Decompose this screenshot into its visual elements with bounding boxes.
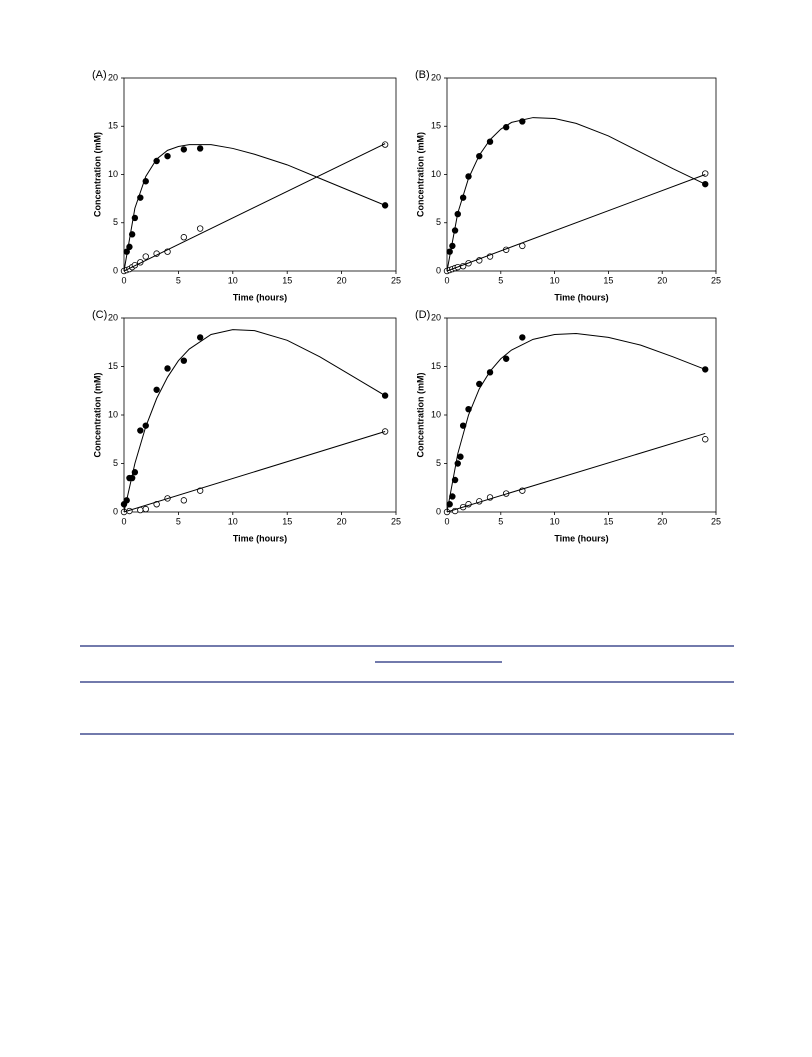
x-tick-label: 20 <box>337 516 347 526</box>
plot-frame <box>123 77 397 272</box>
filled-point <box>196 334 204 341</box>
y-tick-label: 0 <box>113 506 118 516</box>
x-tick-label: 15 <box>603 275 613 285</box>
x-tick-label: 25 <box>391 516 401 526</box>
filled-point <box>519 334 526 341</box>
x-tick-label: 25 <box>711 275 721 285</box>
fit-line <box>446 117 706 272</box>
fit-line <box>123 431 386 513</box>
y-axis-label: Concentration (mM) <box>415 132 425 217</box>
plot-frame <box>123 317 397 513</box>
x-tick-label: 20 <box>337 275 347 285</box>
open-point <box>443 508 451 516</box>
filled-point <box>164 365 171 372</box>
x-tick-label: 5 <box>498 275 503 285</box>
y-tick-label: 5 <box>436 217 441 227</box>
y-tick-label: 10 <box>431 169 441 179</box>
y-tick-label: 5 <box>113 458 118 468</box>
x-axis-label: Time (hours) <box>554 292 608 302</box>
filled-point <box>164 152 171 160</box>
filled-point <box>180 146 188 153</box>
plot-frame <box>446 77 717 272</box>
open-point <box>196 225 204 232</box>
y-tick-label: 20 <box>108 312 118 322</box>
y-tick-label: 20 <box>431 72 441 82</box>
filled-point <box>457 453 464 460</box>
filled-point <box>381 392 389 399</box>
y-axis-label: Concentration (mM) <box>92 132 102 217</box>
x-tick-label: 20 <box>657 516 667 526</box>
panel-label: (B) <box>415 69 430 81</box>
y-tick-label: 10 <box>108 409 118 419</box>
x-tick-label: 0 <box>121 516 126 526</box>
x-tick-label: 10 <box>550 275 560 285</box>
y-tick-label: 20 <box>431 312 441 322</box>
y-tick-label: 0 <box>113 265 118 275</box>
x-tick-label: 5 <box>176 516 181 526</box>
filled-point <box>153 157 160 165</box>
x-tick-label: 10 <box>228 516 238 526</box>
x-tick-label: 5 <box>498 516 503 526</box>
open-point <box>137 506 144 514</box>
panel-label: (A) <box>92 69 107 81</box>
fit-line <box>123 329 386 513</box>
open-point <box>180 497 188 504</box>
fit-line <box>123 143 386 272</box>
y-tick-label: 5 <box>436 458 441 468</box>
filled-point <box>137 427 144 434</box>
open-point <box>142 505 149 513</box>
filled-point <box>446 248 453 255</box>
y-tick-label: 15 <box>431 361 441 371</box>
fit-line <box>446 432 706 513</box>
x-tick-label: 5 <box>176 275 181 285</box>
x-axis-label: Time (hours) <box>233 292 287 302</box>
x-tick-label: 15 <box>603 516 613 526</box>
open-point <box>142 253 149 260</box>
x-tick-label: 20 <box>657 275 667 285</box>
filled-point <box>486 138 494 145</box>
panel-label: (C) <box>92 309 107 321</box>
y-tick-label: 10 <box>431 409 441 419</box>
x-tick-label: 0 <box>444 275 449 285</box>
open-point <box>702 436 709 443</box>
x-tick-label: 0 <box>121 275 126 285</box>
panel-label: (D) <box>415 309 430 321</box>
y-tick-label: 15 <box>431 121 441 131</box>
open-point <box>180 234 188 241</box>
y-tick-label: 0 <box>436 265 441 275</box>
filled-point <box>702 366 709 373</box>
filled-point <box>180 357 188 364</box>
filled-point <box>502 355 510 362</box>
x-tick-label: 25 <box>711 516 721 526</box>
y-axis-label: Concentration (mM) <box>415 373 425 458</box>
y-axis-label: Concentration (mM) <box>92 373 102 458</box>
filled-point <box>153 386 160 393</box>
x-tick-label: 0 <box>444 516 449 526</box>
y-tick-label: 15 <box>108 121 118 131</box>
fit-line <box>123 144 386 272</box>
x-tick-label: 10 <box>550 516 560 526</box>
x-tick-label: 15 <box>282 516 292 526</box>
fit-line <box>446 174 706 272</box>
y-tick-label: 20 <box>108 72 118 82</box>
y-tick-label: 0 <box>436 506 441 516</box>
fit-line <box>446 333 706 513</box>
x-tick-label: 25 <box>391 275 401 285</box>
y-tick-label: 5 <box>113 217 118 227</box>
y-tick-label: 10 <box>108 169 118 179</box>
x-axis-label: Time (hours) <box>233 533 287 543</box>
x-tick-label: 15 <box>282 275 292 285</box>
plot-frame <box>446 317 717 513</box>
y-tick-label: 15 <box>108 361 118 371</box>
filled-point <box>196 145 204 152</box>
x-axis-label: Time (hours) <box>554 533 608 543</box>
x-tick-label: 10 <box>228 275 238 285</box>
